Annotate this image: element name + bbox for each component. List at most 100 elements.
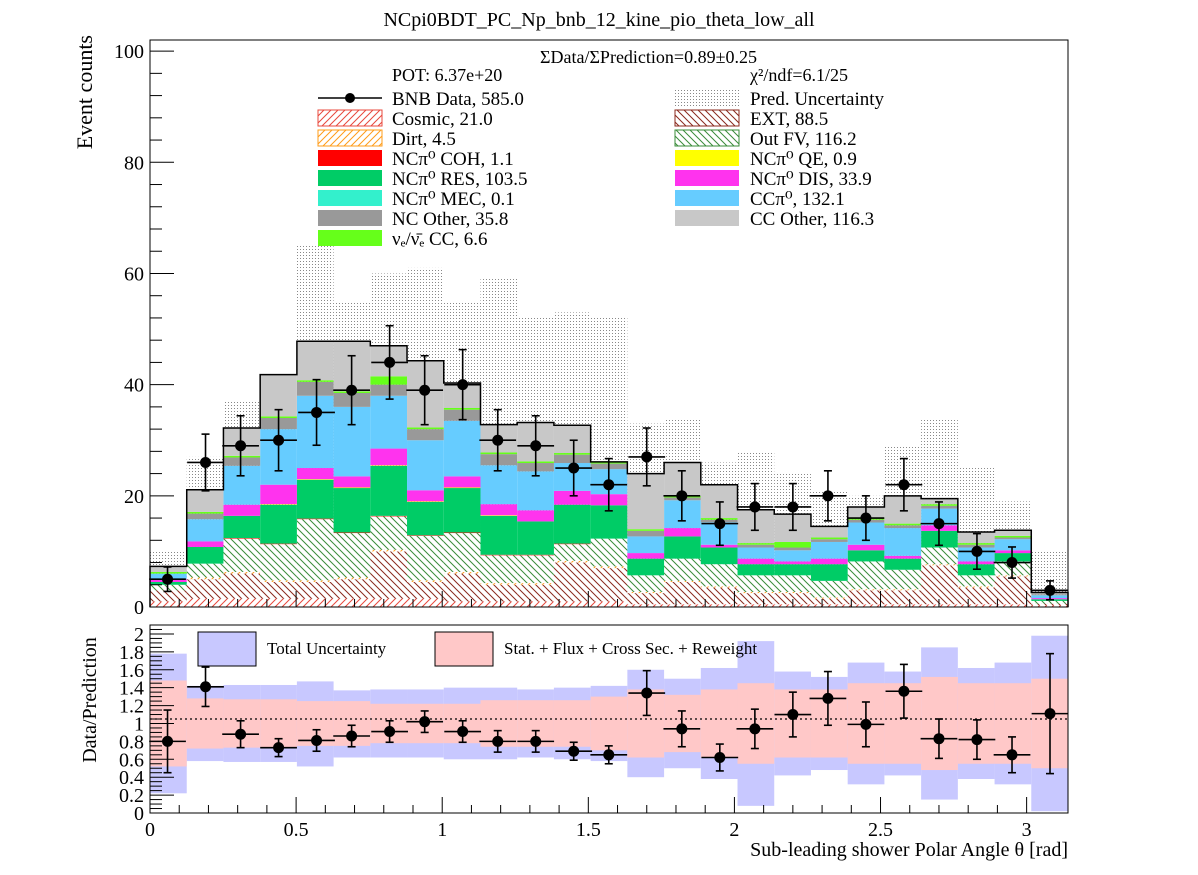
legend-label: Stat. + Flux + Cross Sec. + Reweight [504, 639, 757, 658]
ratio-point [847, 701, 885, 748]
stack-bar [810, 597, 848, 599]
stack-bar [370, 515, 408, 517]
ratio-marker [822, 692, 834, 704]
stack-bar [553, 544, 591, 561]
ratio-marker [311, 734, 323, 746]
legend-swatch [317, 129, 383, 147]
stack-bar [700, 564, 738, 587]
legend-swatch [318, 170, 382, 186]
stack-bar [664, 536, 701, 559]
stack-bar [517, 601, 554, 607]
ratio-point [371, 719, 408, 744]
x-tick-label: 2.5 [868, 819, 893, 841]
stack-bar [553, 490, 591, 505]
data-marker [568, 462, 580, 474]
data-marker [641, 451, 653, 463]
stack-bar [994, 535, 1032, 538]
stack-bar [737, 544, 775, 548]
stack-bar [480, 515, 518, 555]
stat-uncertainty-bin [223, 699, 261, 748]
data-point [149, 566, 186, 593]
legend-entry: Pred. Uncertainty [675, 89, 885, 110]
legend-swatch [317, 109, 383, 127]
legend-swatch [318, 210, 382, 226]
data-point [1031, 580, 1069, 601]
legend-label: Total Uncertainty [267, 639, 387, 658]
stack-bar [223, 538, 261, 572]
ratio-y-tick-label: 1.4 [119, 678, 144, 700]
ratio-y-axis: 00.20.40.60.811.21.41.61.82 [119, 624, 174, 825]
stack-bar [333, 532, 371, 534]
stack-bar [1031, 605, 1069, 607]
legend-label: NCπ⁰ COH, 1.1 [392, 149, 514, 170]
y-tick-label: 60 [124, 263, 144, 285]
stack-bar [884, 558, 922, 570]
stack-bar [480, 452, 518, 455]
stack-bar [260, 580, 297, 582]
legend-entry: νₑ/ν̄ₑ CC, 6.6 [318, 229, 488, 250]
chart-title: NCpi0BDT_PC_Np_bnb_12_kine_pio_theta_low… [383, 9, 815, 31]
stack-bar [884, 604, 922, 607]
data-point [774, 482, 812, 532]
stack-bar [443, 420, 481, 477]
legend-entry: NCπ⁰ DIS, 33.9 [675, 169, 872, 190]
data-marker [311, 406, 323, 418]
stack-bar [517, 521, 554, 555]
stack-bar [260, 581, 297, 599]
legend-label: Cosmic, 21.0 [392, 109, 493, 130]
stack-bar [737, 558, 775, 565]
legend-label: CCπ⁰, 132.1 [750, 189, 845, 210]
stack-bar [407, 440, 444, 491]
data-point [885, 457, 923, 512]
stack-bar [443, 476, 481, 488]
stack-bar [296, 598, 334, 607]
stack-bar [443, 571, 481, 574]
stack-bar [627, 473, 665, 530]
data-point [847, 495, 885, 542]
stack-bar [186, 546, 224, 564]
ratio-point [555, 741, 593, 761]
stack-bar [627, 604, 665, 607]
stack-bar [664, 580, 701, 582]
legend-entry: Dirt, 4.5 [317, 129, 456, 150]
stack-bar [774, 591, 811, 594]
series-0 [150, 598, 1069, 607]
series-2 [186, 549, 1032, 599]
stack-bar [333, 488, 371, 533]
ratio-marker [200, 681, 212, 693]
legend-label: BNB Data, 585.0 [392, 89, 524, 110]
stack-bar [186, 541, 224, 547]
stack-bar [994, 539, 1032, 551]
legend-label: Pred. Uncertainty [750, 89, 885, 110]
stack-bar [884, 590, 922, 605]
stack-bar [774, 547, 811, 551]
stack-bar [921, 565, 958, 605]
ratio-point [444, 719, 482, 744]
stack-bar [774, 575, 811, 592]
stack-bar [737, 604, 775, 607]
y-tick-label: 20 [124, 486, 144, 508]
data-point [406, 354, 444, 426]
data-marker [346, 384, 358, 396]
stack-bar [884, 523, 922, 526]
ratio-marker [457, 726, 469, 738]
stack-bar [590, 566, 628, 569]
stack-bar [333, 577, 371, 580]
stack-bar [884, 569, 922, 590]
stack-bar [957, 575, 995, 587]
stack-bar [847, 589, 885, 591]
ratio-points [149, 652, 1069, 775]
stack-bar [186, 489, 224, 512]
ratio-y-tick-label: 2 [134, 624, 144, 646]
stack-bar [407, 535, 444, 536]
stack-bar [553, 543, 591, 545]
data-marker [162, 573, 174, 585]
data-marker [419, 384, 431, 396]
x-tick-label: 1.5 [576, 819, 601, 841]
stack-bar [407, 580, 444, 582]
legend-label: Dirt, 4.5 [392, 129, 456, 150]
stack-bar [810, 558, 848, 565]
stack-bar [296, 479, 334, 519]
stack-bar [333, 533, 371, 578]
y-tick-label: 80 [124, 152, 144, 174]
